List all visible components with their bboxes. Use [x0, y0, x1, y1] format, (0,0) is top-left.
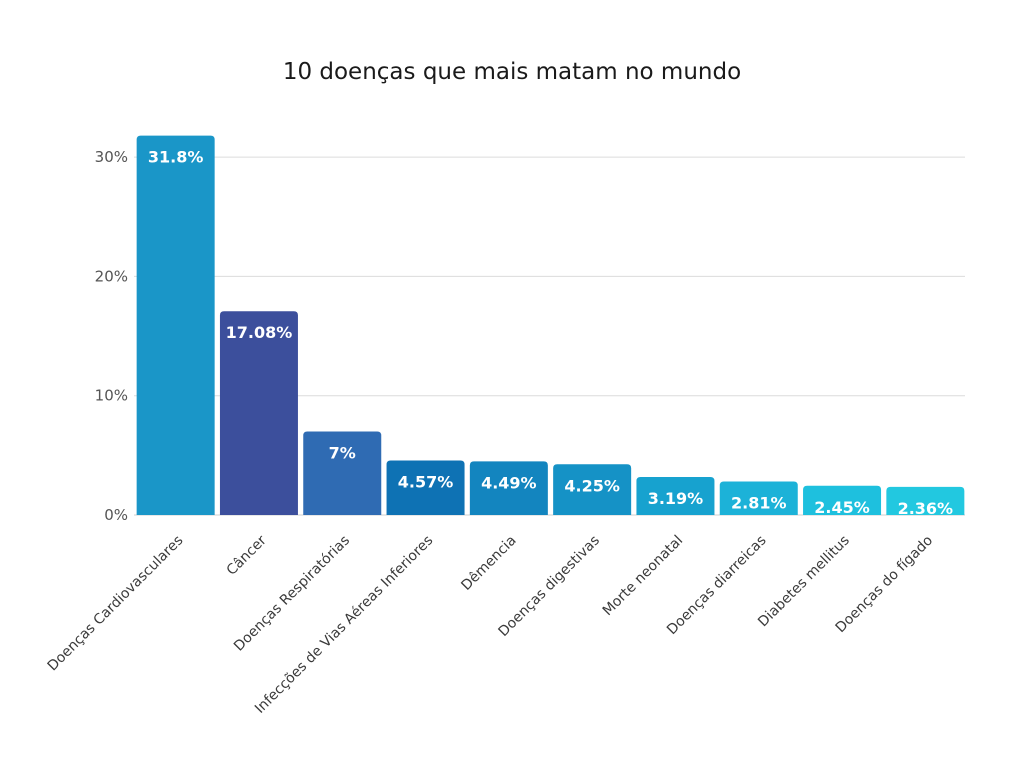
data-label: 2.81%	[731, 493, 787, 512]
y-tick-label: 30%	[95, 148, 128, 166]
bar	[469, 461, 548, 515]
data-label: 3.19%	[648, 489, 704, 508]
bar	[803, 485, 882, 515]
y-tick-label: 0%	[104, 506, 128, 524]
bar	[386, 460, 465, 515]
bar	[219, 311, 298, 515]
x-tick-label: Diabetes mellitus	[755, 533, 853, 631]
x-tick-label: Câncer	[224, 532, 270, 578]
bar	[303, 431, 382, 515]
data-label: 17.08%	[226, 323, 293, 342]
data-label: 2.45%	[814, 498, 870, 517]
bar	[636, 476, 715, 515]
data-label: 4.49%	[481, 473, 537, 492]
data-label: 2.36%	[898, 499, 954, 518]
x-tick-label: Infecções de Vias Aéreas Inferiores	[252, 533, 436, 717]
bar	[553, 464, 632, 515]
x-tick-label: Dêmencia	[458, 533, 519, 594]
bar	[136, 135, 215, 515]
chart-title: 10 doenças que mais matam no mundo	[283, 59, 741, 85]
bar	[719, 481, 798, 515]
bar	[886, 486, 965, 515]
data-label: 31.8%	[148, 148, 204, 167]
y-tick-label: 20%	[95, 267, 128, 285]
y-tick-label: 10%	[95, 387, 128, 405]
data-label: 4.57%	[398, 472, 454, 491]
data-label: 4.25%	[564, 476, 620, 495]
x-tick-label: Doenças Cardiovasculares	[45, 533, 187, 675]
data-label: 7%	[329, 443, 356, 462]
x-tick-label: Morte neonatal	[600, 533, 687, 620]
